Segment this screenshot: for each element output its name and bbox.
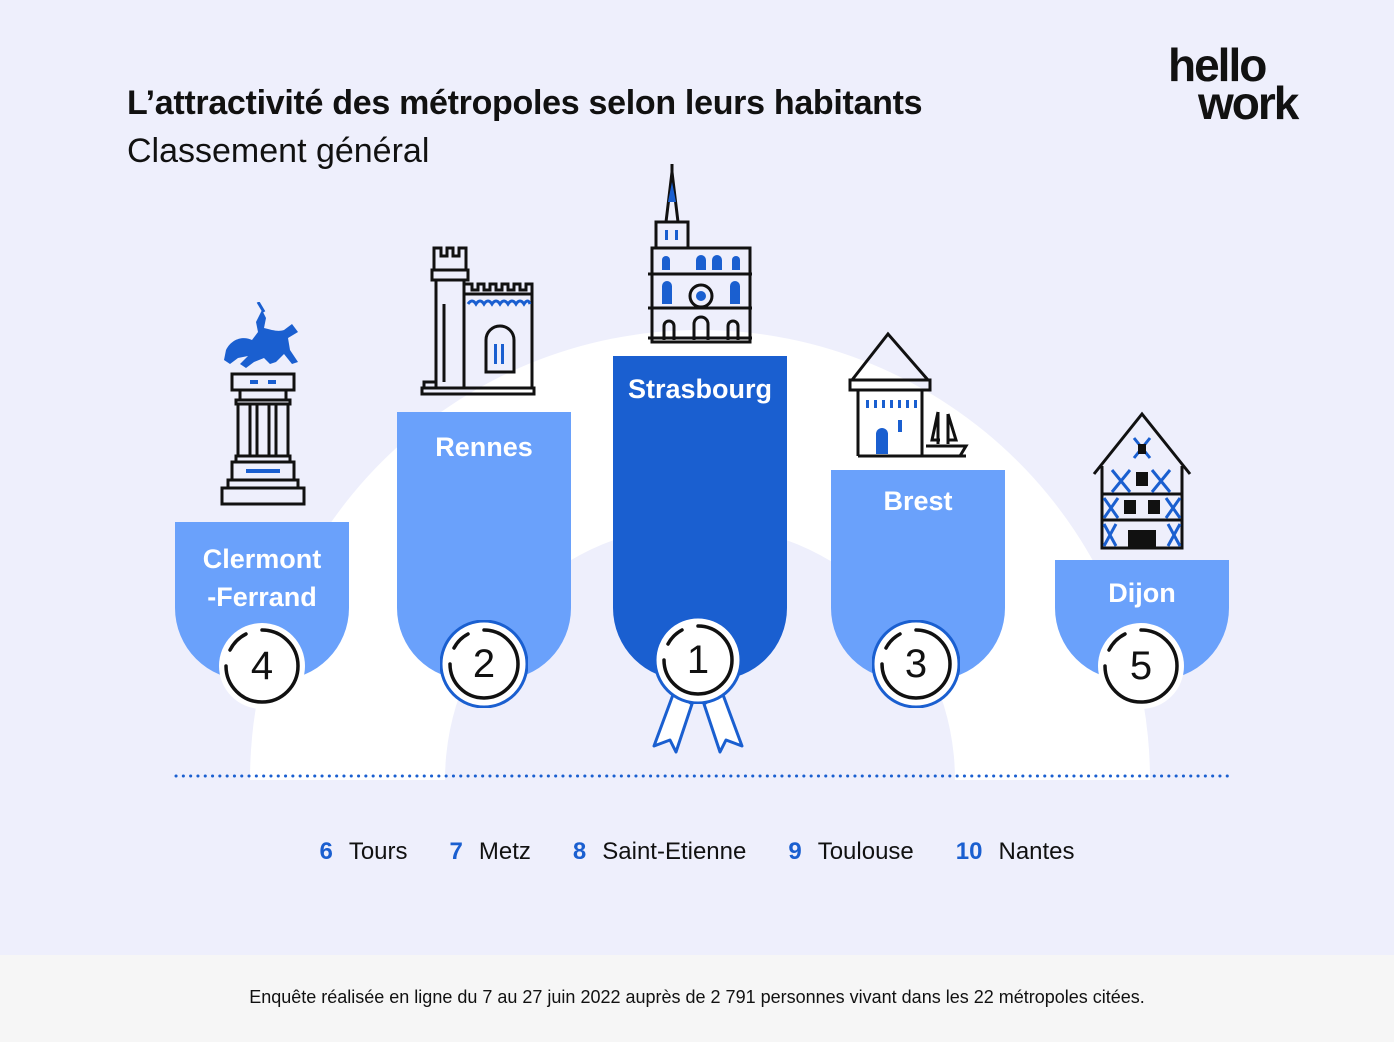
ranking-item: 6 Tours xyxy=(319,838,407,866)
page-title: L’attractivité des métropoles selon leur… xyxy=(127,84,923,122)
city-label-line-2: -Ferrand xyxy=(207,582,317,612)
city-label: Strasbourg xyxy=(627,374,773,404)
rank-number: 3 xyxy=(904,641,928,686)
ranking-city: Metz xyxy=(478,838,531,865)
rank-number: 2 xyxy=(472,641,496,686)
half-timbered-house-icon xyxy=(1092,411,1192,550)
logo-line-1: hello xyxy=(1168,39,1267,91)
rank-number: 5 xyxy=(1129,643,1153,688)
footer: Enquête réalisée en ligne du 7 au 27 jui… xyxy=(0,955,1394,1042)
hellowork-logo: hello work xyxy=(1168,39,1333,126)
rank-badge-2: 2 xyxy=(439,619,529,709)
logo-line-2: work xyxy=(1198,77,1299,129)
cathedral-icon xyxy=(648,164,752,344)
badge-ring xyxy=(653,615,743,705)
rank-number: 4 xyxy=(250,643,274,688)
rank-badge-1: 1 xyxy=(653,615,743,705)
dotted-divider xyxy=(174,774,1232,778)
badge-ring xyxy=(871,619,961,709)
city-label: Clermont xyxy=(202,544,322,574)
rank-number: 1 xyxy=(686,637,710,682)
equestrian-statue-icon xyxy=(220,302,306,506)
ranking-item: 7 Metz xyxy=(450,838,531,866)
rank-badge-3: 3 xyxy=(871,619,961,709)
city-label: Dijon xyxy=(1108,578,1176,608)
badge-ring xyxy=(439,619,529,709)
castle-tower-icon xyxy=(420,246,536,396)
ranking-number: 9 xyxy=(788,838,802,865)
ranking-city: Toulouse xyxy=(817,838,914,865)
other-rankings: 6 Tours 7 Metz 8 Saint-Etienne 9 Toulous… xyxy=(0,838,1394,866)
city-label: Rennes xyxy=(435,432,533,462)
rank-badge-4: 4 xyxy=(218,622,306,710)
city-label: Brest xyxy=(883,486,953,516)
badge-ring xyxy=(1098,623,1184,709)
ranking-item: 9 Toulouse xyxy=(788,838,913,866)
badge-ring xyxy=(219,623,305,709)
ranking-number: 10 xyxy=(955,838,983,865)
lighthouse-tower-icon xyxy=(848,331,969,458)
rank-badge-5: 5 xyxy=(1097,622,1185,710)
ranking-number: 8 xyxy=(572,838,587,865)
ranking-city: Tours xyxy=(348,838,408,865)
ranking-item: 8 Saint-Etienne xyxy=(573,838,746,866)
ranking-item: 10 Nantes xyxy=(956,838,1075,866)
ranking-city: Saint-Etienne xyxy=(602,838,747,865)
ranking-number: 7 xyxy=(449,838,463,865)
survey-note: Enquête réalisée en ligne du 7 au 27 jui… xyxy=(249,987,1145,1007)
page-subtitle: Classement général xyxy=(127,132,430,170)
ranking-city: Nantes xyxy=(998,838,1075,865)
ranking-number: 6 xyxy=(319,838,333,865)
podium-rank-4: Clermont -Ferrand xyxy=(175,522,349,680)
